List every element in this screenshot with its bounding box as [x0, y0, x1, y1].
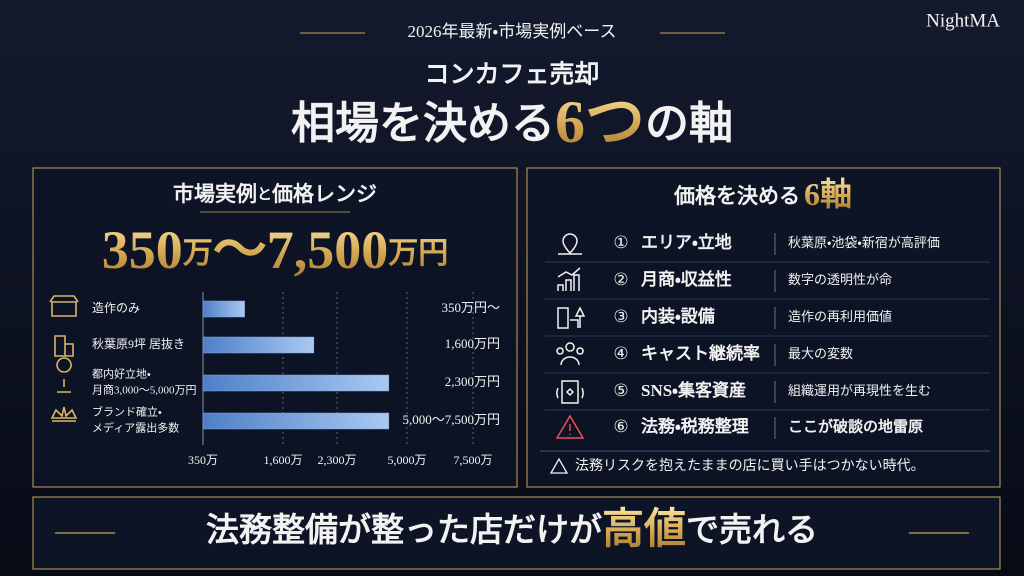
heading-text: と [257, 186, 272, 203]
category-label: ブランド確立・ [92, 405, 162, 419]
warning-icon [549, 457, 569, 474]
range-unit: 万 [183, 237, 213, 270]
item-number: ③ [613, 307, 628, 326]
item-label: SNS・集客資産 [641, 380, 746, 400]
x-tick-label: 7,500万 [453, 453, 492, 467]
item-number: ② [613, 270, 628, 289]
item-label: 法務・税務整理 [641, 416, 749, 436]
title: 相場を決める6つの軸 [291, 89, 733, 155]
bar [202, 412, 390, 430]
item-number: ⑥ [613, 417, 628, 436]
category-label: 秋葉原9坪 居抜き [92, 337, 185, 351]
price-label: 350万円〜 [441, 300, 500, 315]
category-icon [56, 357, 72, 393]
category-label: 造作のみ [92, 301, 140, 315]
item-label: エリア・立地 [641, 232, 732, 252]
kicker: コンカフェ売却 [424, 61, 599, 89]
x-tick-label: 350万 [188, 453, 218, 467]
range-number: 350 [102, 220, 183, 280]
range-sep: 〜 [213, 220, 267, 280]
heading-text: 市場実例 [173, 182, 257, 206]
category-label: 都内好立地・ [92, 367, 151, 381]
heading-accent: 6軸 [804, 176, 852, 212]
right-heading: 価格を決める 6軸 [673, 176, 852, 212]
item-note: 組織運用が再現性を生む [788, 383, 931, 398]
item-icon [557, 267, 581, 291]
price-label: 1,600万円 [445, 336, 500, 351]
item-icon [557, 306, 586, 329]
footer-message: 法務整備が整った店だけが高値で売れる [206, 506, 818, 553]
item-label: キャスト継続率 [641, 343, 760, 363]
subtitle: 2026年最新・市場実例ベース [408, 22, 617, 41]
left-panel [32, 167, 518, 488]
bar [202, 336, 315, 354]
x-tick-label: 2,300万 [317, 453, 356, 467]
bar [202, 300, 245, 318]
item-number: ⑤ [613, 381, 628, 400]
item-note: 秋葉原・池袋・新宿が高評価 [788, 235, 940, 250]
bar-chart: 350万 1,600万 2,300万 5,000万 7,500万 造作のみ 350万円〜秋葉… [49, 292, 500, 467]
item-icon [555, 414, 585, 439]
title-text: 相場を決める [291, 99, 555, 148]
price-label: 2,300万円 [445, 374, 500, 389]
brand: NightMA [926, 10, 1000, 31]
footer-accent: 高値 [602, 506, 686, 553]
footnote: 法務リスクを抱えたままの店に買い手はつかない時代。 [575, 458, 925, 474]
item-icon [556, 380, 584, 404]
item-icon [558, 233, 582, 255]
range-number: 7,500 [267, 220, 389, 280]
category-label: メディア露出多数 [92, 421, 179, 435]
item-icon [556, 342, 584, 366]
title-text: の軸 [645, 99, 733, 148]
category-label: 月商3,000〜5,000万円 [92, 384, 197, 397]
right-panel [526, 167, 1001, 488]
x-tick-label: 1,600万 [263, 453, 302, 467]
bar [202, 374, 390, 392]
axis-list: ① エリア・立地 秋葉原・池袋・新宿が高評価 ② 月商・収益性 数字の透明性が命 ③ 内装・設… [545, 232, 990, 439]
item-number: ④ [613, 344, 628, 363]
footer-text: 法務整備が整った店だけが [206, 512, 602, 549]
item-note: ここが破談の地雷原 [788, 417, 923, 435]
price-range: 350万〜7,500万円 [102, 220, 449, 280]
x-tick-label: 5,000万 [387, 453, 426, 467]
item-note: 数字の透明性が命 [788, 272, 892, 287]
left-heading: 市場実例と価格レンジ [173, 182, 377, 206]
category-icon [49, 295, 79, 317]
range-unit: 万円 [388, 237, 448, 270]
item-label: 内装・設備 [641, 306, 715, 326]
category-icon [50, 406, 78, 422]
item-label: 月商・収益性 [640, 269, 732, 289]
footer-text: で売れる [686, 512, 818, 549]
category-icon [54, 335, 74, 357]
price-label: 5,000〜7,500万円 [402, 412, 500, 427]
heading-text: 価格を決める [673, 184, 800, 208]
item-note: 最大の変数 [788, 346, 853, 361]
item-number: ① [613, 233, 628, 252]
heading-text: 価格レンジ [271, 182, 377, 206]
footer-box [32, 496, 1001, 570]
item-note: 造作の再利用価値 [788, 309, 892, 324]
title-number: 6つ [555, 89, 645, 155]
